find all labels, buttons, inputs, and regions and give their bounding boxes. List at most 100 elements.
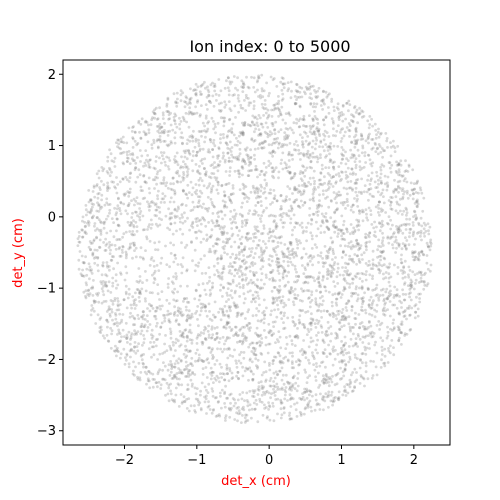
- scatter-point: [302, 154, 306, 158]
- scatter-point: [283, 393, 287, 397]
- scatter-point: [371, 267, 375, 270]
- scatter-point: [105, 261, 109, 264]
- scatter-point: [419, 292, 422, 296]
- scatter-point: [332, 396, 336, 400]
- scatter-point: [204, 86, 207, 90]
- scatter-point: [169, 312, 173, 315]
- scatter-point: [281, 225, 285, 229]
- scatter-point: [414, 255, 418, 259]
- scatter-point: [151, 273, 154, 277]
- scatter-point: [191, 186, 195, 190]
- scatter-point: [211, 94, 215, 98]
- scatter-point: [194, 163, 198, 166]
- scatter-point: [335, 225, 338, 229]
- scatter-point: [299, 193, 303, 197]
- scatter-point: [280, 388, 284, 391]
- scatter-point: [330, 390, 334, 394]
- scatter-point: [272, 141, 275, 145]
- scatter-point: [364, 364, 368, 368]
- scatter-point: [183, 368, 187, 371]
- scatter-point: [201, 373, 205, 376]
- scatter-point: [393, 240, 397, 244]
- scatter-point: [354, 166, 358, 170]
- scatter-point: [240, 259, 244, 263]
- scatter-point: [422, 281, 426, 284]
- scatter-point: [262, 252, 265, 255]
- scatter-point: [267, 342, 270, 346]
- scatter-point: [129, 334, 133, 338]
- scatter-point: [363, 151, 367, 154]
- scatter-point: [108, 240, 111, 244]
- scatter-point: [327, 205, 331, 209]
- scatter-point: [215, 188, 219, 192]
- scatter-point: [99, 280, 103, 284]
- scatter-point: [211, 81, 214, 85]
- scatter-point: [196, 99, 200, 102]
- scatter-point: [360, 210, 364, 214]
- scatter-point: [251, 378, 255, 381]
- scatter-point: [380, 321, 384, 325]
- scatter-point: [241, 157, 245, 161]
- scatter-point: [251, 212, 255, 216]
- scatter-point: [348, 282, 352, 286]
- scatter-point: [308, 322, 312, 326]
- scatter-point: [167, 319, 171, 323]
- scatter-point: [385, 137, 389, 140]
- scatter-point: [380, 349, 384, 352]
- scatter-point: [220, 277, 224, 281]
- scatter-point: [411, 192, 415, 196]
- scatter-point: [191, 259, 194, 263]
- scatter-point: [145, 237, 149, 241]
- scatter-point: [216, 242, 219, 246]
- scatter-point: [313, 279, 316, 283]
- scatter-point: [163, 364, 167, 368]
- scatter-point: [378, 176, 382, 180]
- scatter-point: [281, 361, 285, 365]
- scatter-point: [231, 278, 235, 282]
- scatter-point: [273, 376, 277, 380]
- scatter-point: [364, 208, 368, 212]
- scatter-point: [397, 339, 401, 343]
- scatter-point: [217, 400, 220, 403]
- scatter-point: [330, 199, 333, 203]
- scatter-point: [241, 325, 245, 329]
- scatter-point: [288, 198, 291, 201]
- scatter-point: [212, 104, 216, 108]
- scatter-point: [316, 351, 319, 355]
- scatter-point: [231, 220, 235, 224]
- scatter-point: [299, 349, 302, 353]
- scatter-point: [274, 246, 278, 250]
- scatter-point: [391, 235, 394, 239]
- scatter-point: [329, 275, 333, 279]
- scatter-point: [95, 236, 98, 240]
- scatter-point: [146, 379, 150, 383]
- scatter-point: [391, 243, 394, 247]
- scatter-point: [147, 187, 151, 190]
- scatter-point: [316, 254, 320, 257]
- scatter-point: [364, 308, 367, 312]
- scatter-point: [325, 334, 328, 338]
- scatter-point: [167, 167, 171, 171]
- scatter-point: [167, 363, 171, 367]
- scatter-point: [217, 210, 221, 214]
- scatter-point: [156, 292, 160, 296]
- scatter-point: [305, 125, 309, 128]
- scatter-point: [152, 281, 156, 285]
- scatter-point: [236, 271, 239, 275]
- scatter-point: [168, 212, 172, 216]
- scatter-point: [153, 241, 157, 245]
- scatter-point: [101, 334, 105, 338]
- scatter-point: [136, 156, 139, 159]
- scatter-point: [112, 160, 116, 164]
- scatter-point: [315, 334, 318, 337]
- scatter-point: [221, 372, 225, 375]
- scatter-point: [344, 176, 348, 180]
- scatter-point: [241, 332, 245, 336]
- scatter-point: [350, 141, 353, 145]
- scatter-point: [294, 335, 298, 338]
- scatter-point: [147, 347, 151, 351]
- scatter-point: [260, 214, 263, 218]
- scatter-point: [270, 289, 274, 293]
- scatter-point: [181, 256, 185, 260]
- scatter-point: [354, 163, 358, 167]
